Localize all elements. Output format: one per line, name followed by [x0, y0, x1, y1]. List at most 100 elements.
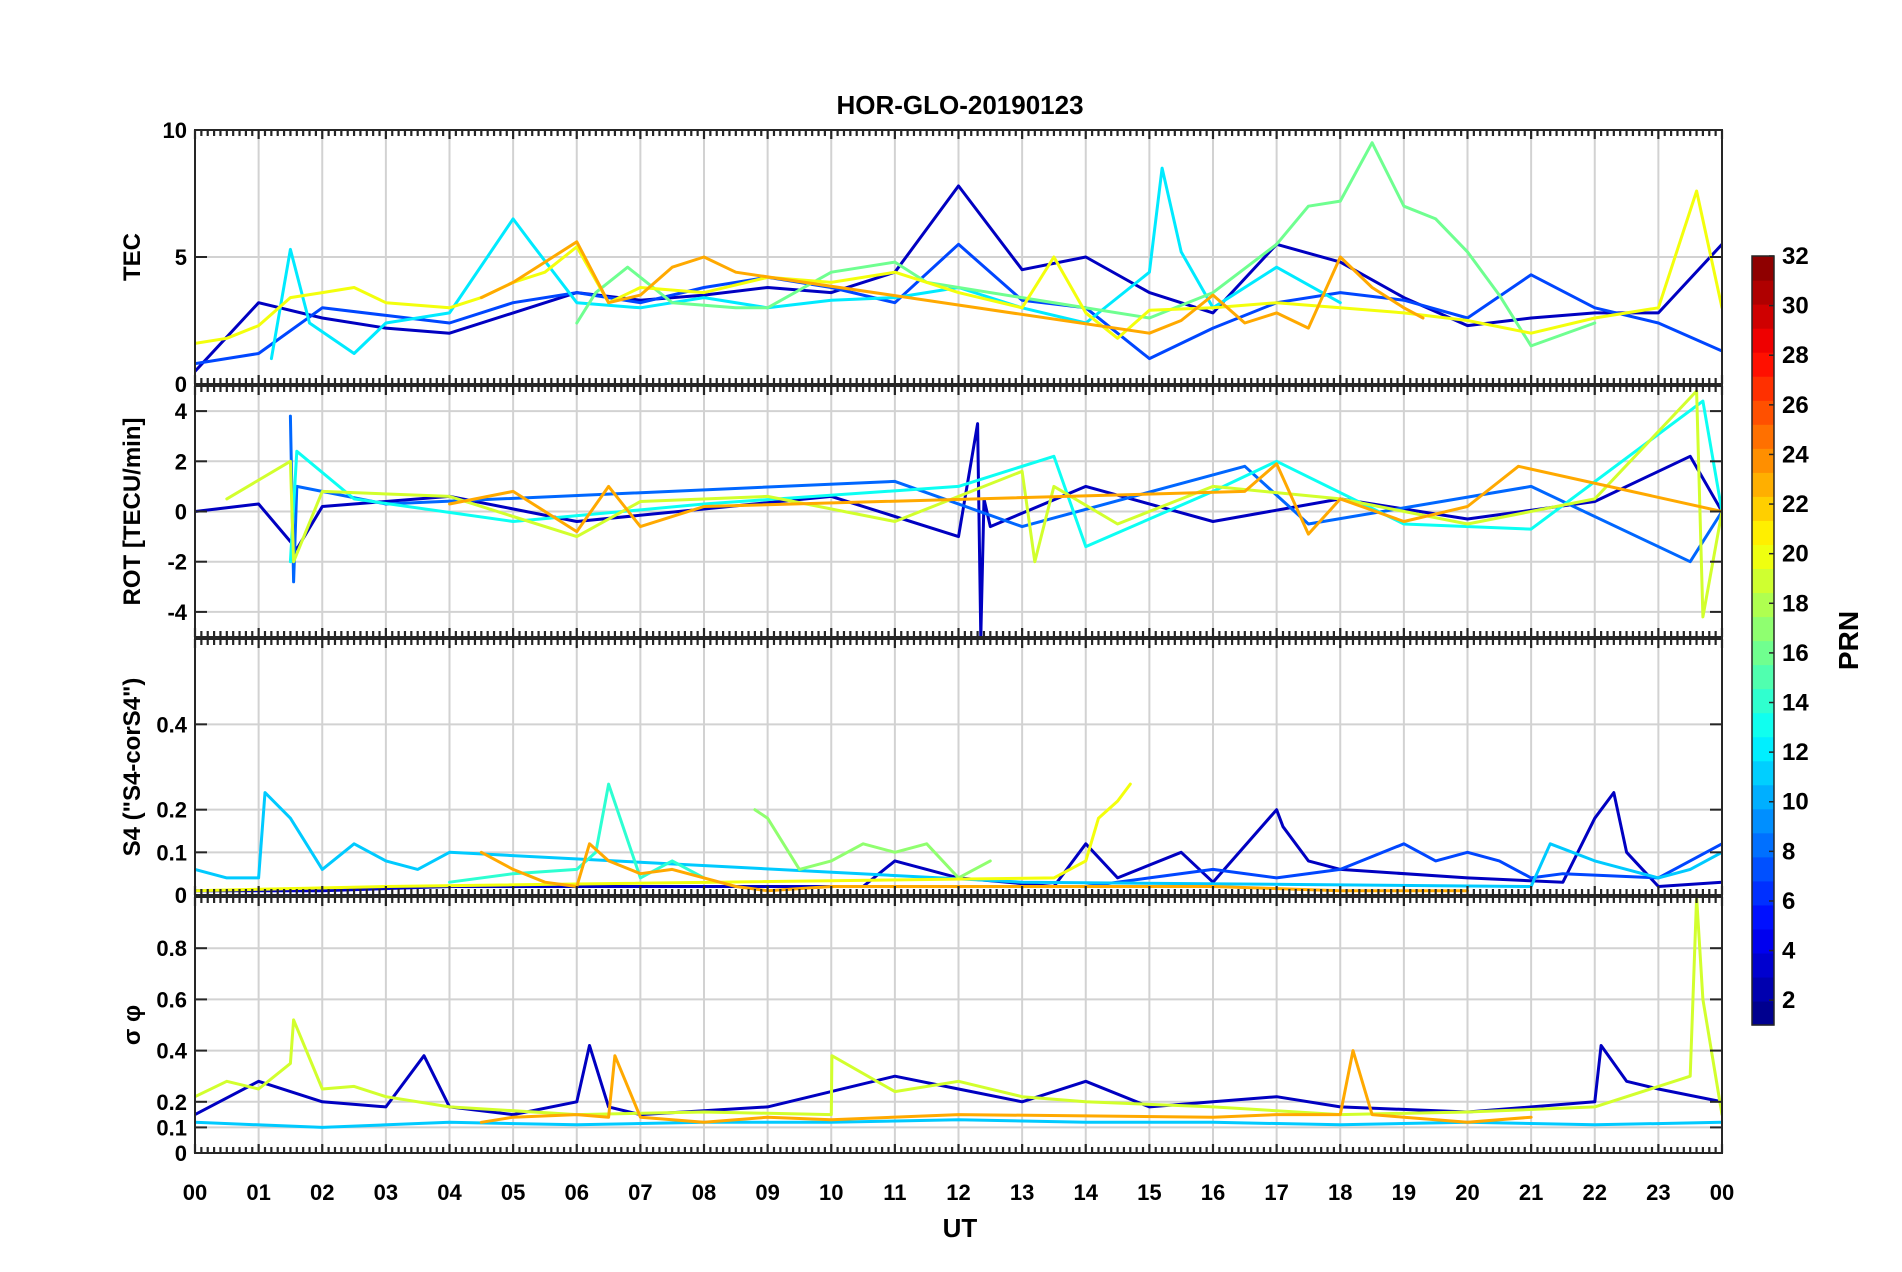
colorbar-tick-label: 20 [1782, 541, 1809, 568]
x-tick-label: 02 [310, 1180, 334, 1205]
colorbar-segment [1752, 352, 1774, 377]
y-axis-label: σ φ [119, 1005, 146, 1045]
series-line-prn-7 [195, 242, 1722, 366]
y-tick-label: 0.2 [156, 798, 187, 823]
colorbar-segment [1752, 808, 1774, 834]
colorbar-segment [1752, 760, 1774, 786]
y-tick-label: 10 [163, 118, 187, 143]
x-tick-label: 04 [437, 1180, 462, 1205]
y-tick-label: 0.6 [156, 987, 187, 1012]
panel-tec: 0 5 10 TEC [119, 118, 1724, 397]
y-tick-label: 0 [175, 500, 187, 525]
y-tick-label: 0 [175, 372, 187, 397]
y-tick-label: 0 [175, 1141, 187, 1166]
colorbar-segment [1752, 496, 1774, 521]
x-tick-label: 16 [1201, 1180, 1225, 1205]
colorbar-segment [1752, 328, 1774, 353]
x-axis-label: UT [943, 1213, 978, 1243]
colorbar-tick-label: 4 [1782, 938, 1796, 965]
colorbar-segment [1752, 256, 1774, 281]
series-line-prn-3 [195, 184, 1722, 373]
x-tick-label: 15 [1137, 1180, 1161, 1205]
series-line-prn-23 [479, 240, 1425, 335]
colorbar-segment [1752, 784, 1774, 810]
colorbar-segment [1752, 400, 1774, 425]
x-tick-label: 00 [183, 1180, 207, 1205]
colorbar-segment [1752, 544, 1774, 570]
series-line-prn-8 [288, 414, 1722, 584]
series-line-prn-13 [288, 399, 1722, 564]
y-tick-label: 0.4 [156, 1039, 187, 1064]
x-tick-label: 03 [374, 1180, 398, 1205]
series-line-prn-3 [195, 422, 1722, 637]
series-line-prn-7 [1084, 842, 1722, 888]
colorbar-tick-label: 26 [1782, 392, 1809, 419]
series-line-prn-11 [195, 791, 1722, 888]
x-tick-label: 06 [565, 1180, 589, 1205]
series-group [195, 389, 1722, 637]
x-tick-label: 10 [819, 1180, 843, 1205]
colorbar-segment [1752, 280, 1774, 305]
colorbar-segment [1752, 664, 1774, 690]
colorbar-segment [1752, 472, 1774, 497]
colorbar-tick-label: 28 [1782, 342, 1809, 369]
y-tick-label: 5 [175, 245, 187, 270]
series-line-prn-20 [195, 189, 1722, 345]
x-tick-label: 23 [1646, 1180, 1670, 1205]
series-line-prn-23 [448, 462, 1722, 536]
y-tick-label: 0.4 [156, 712, 187, 737]
colorbar-segment [1752, 520, 1774, 545]
colorbar-segment [1752, 856, 1774, 882]
colorbar-tick-label: 8 [1782, 838, 1795, 865]
y-tick-label: 0.1 [156, 1115, 187, 1140]
panel-rot: -4 -2 0 2 4 ROT [TECU/min] [119, 385, 1724, 638]
colorbar-segment [1752, 568, 1774, 594]
x-tick-label: 05 [501, 1180, 525, 1205]
colorbar-segment [1752, 616, 1774, 642]
colorbar-tick-label: 30 [1782, 293, 1809, 320]
x-tick-label: 11 [883, 1180, 906, 1205]
colorbar-segment [1752, 928, 1774, 954]
y-tick-label: 4 [175, 399, 188, 424]
colorbar-segment [1752, 448, 1774, 473]
colorbar-frame [1751, 255, 1775, 1026]
x-tick-label: 14 [1074, 1180, 1099, 1205]
x-axis: 00 01 02 03 04 05 06 07 08 09 10 11 12 13 14 15 16 17 18 19… [183, 1180, 1734, 1205]
y-tick-label: 0.1 [156, 840, 187, 865]
series-group [195, 897, 1722, 1129]
colorbar-segment [1752, 640, 1774, 666]
panel-s4: 0 0.1 0.2 0.4 S4 ("S4-corS4") [119, 638, 1724, 908]
colorbar-segment [1752, 736, 1774, 762]
colorbar-segment [1752, 976, 1774, 1002]
colorbar-segment [1752, 1000, 1774, 1026]
colorbar-segment [1752, 592, 1774, 618]
colorbar-segment [1752, 376, 1774, 401]
series-line-prn-23 [479, 1049, 1533, 1124]
x-tick-label: 20 [1455, 1180, 1479, 1205]
panel-sigma: 00.10.2 0.4 0.6 0.8 σ φ [119, 896, 1724, 1166]
y-tick-label: -2 [167, 550, 187, 575]
x-tick-label: 17 [1264, 1180, 1288, 1205]
colorbar-segment [1752, 424, 1774, 449]
x-tick-label: 19 [1392, 1180, 1416, 1205]
colorbar-segment [1752, 880, 1774, 906]
colorbar-segment [1752, 952, 1774, 978]
colorbar-segment [1752, 304, 1774, 329]
colorbar-label: PRN [1833, 611, 1864, 670]
y-tick-label: 0.8 [156, 936, 187, 961]
series-line-prn-3 [195, 1044, 1722, 1117]
colorbar-tick-label: 14 [1782, 690, 1809, 717]
x-tick-label: 00 [1710, 1180, 1734, 1205]
series-line-prn-17 [753, 808, 992, 880]
x-tick-label: 12 [946, 1180, 970, 1205]
colorbar-tick-label: 18 [1782, 590, 1809, 617]
colorbar-tick-label: 24 [1782, 441, 1809, 468]
colorbar-tick-label: 16 [1782, 640, 1809, 667]
colorbar-tick-label: 2 [1782, 987, 1795, 1014]
colorbar-tick-label: 32 [1782, 243, 1809, 270]
x-tick-label: 09 [755, 1180, 779, 1205]
x-tick-label: 08 [692, 1180, 716, 1205]
